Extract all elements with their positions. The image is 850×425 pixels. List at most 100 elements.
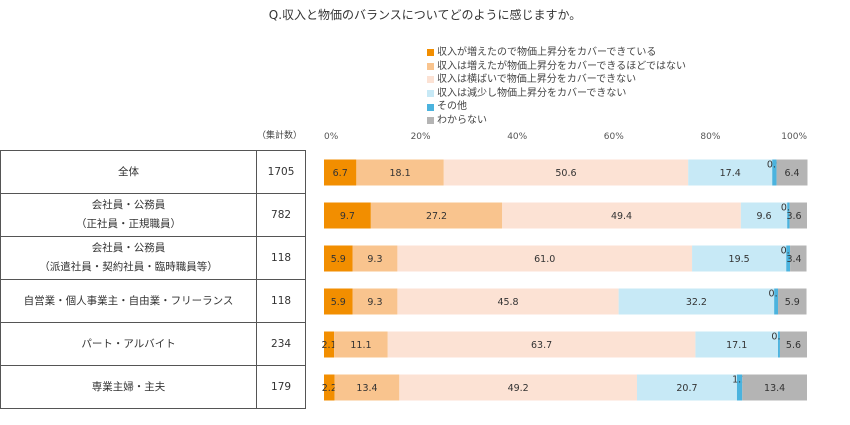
- bar-segment: [502, 202, 741, 229]
- row-label-line: パート・アルバイト: [81, 337, 176, 350]
- data-label: 2.2: [322, 383, 337, 394]
- data-label: 3.6: [786, 211, 801, 222]
- data-label: 20.7: [676, 383, 697, 394]
- bar-segment: [740, 202, 788, 229]
- data-label: 3.4: [786, 254, 801, 265]
- data-label: 9.6: [756, 211, 771, 222]
- data-label: 49.2: [508, 383, 529, 394]
- bar-segment: [778, 288, 807, 315]
- x-tick-label: 100%: [781, 132, 807, 142]
- legend-label: 収入は増えたが物価上昇分をカバーできるほどではない: [437, 60, 686, 72]
- chart-title: Q.収入と物価のバランスについてどのように感じますか。: [268, 8, 582, 22]
- bar-segment: [334, 374, 400, 401]
- data-label: 61.0: [534, 254, 555, 265]
- bar-segment: [688, 159, 773, 186]
- row-sample-size: 118: [256, 236, 306, 280]
- legend-item: わからない: [427, 114, 686, 128]
- bar-segment: [787, 202, 790, 229]
- data-label: 5.9: [331, 254, 346, 265]
- legend-label: 収入が増えたので物価上昇分をカバーできている: [437, 47, 657, 58]
- bar-segment: [397, 288, 619, 315]
- row-label: 会社員・公務員 （正社員・正規職員）: [0, 193, 258, 237]
- data-label: 17.1: [726, 340, 747, 351]
- data-label: 19.5: [729, 254, 750, 265]
- table-row: 会社員・公務員 （派遣社員・契約社員・臨時職員等） 118: [0, 236, 306, 280]
- bar-segment: [772, 159, 777, 186]
- data-label: 45.8: [497, 297, 518, 308]
- bar-segment: [786, 245, 791, 272]
- data-label: 63.7: [531, 340, 552, 351]
- legend: 収入が増えたので物価上昇分をカバーできている収入は増えたが物価上昇分をカバーでき…: [427, 46, 686, 128]
- bar-segment: [443, 159, 689, 186]
- legend-label: その他: [437, 101, 467, 113]
- x-tick-label: 0%: [324, 132, 339, 142]
- data-label: 5.6: [786, 340, 801, 351]
- x-tick-label: 60%: [604, 132, 624, 142]
- legend-item: 収入は減少し物価上昇分をカバーできない: [427, 87, 686, 101]
- bar-segment: [779, 331, 807, 358]
- legend-swatch: [427, 103, 434, 111]
- data-label: 0.9: [767, 160, 782, 171]
- data-label: 2.1: [322, 340, 337, 351]
- bar-segment: [387, 331, 696, 358]
- row-label: 全体: [0, 150, 258, 194]
- category-table: 全体 1705 会社員・公務員 （正社員・正規職員） 782 会社員・公務員 （派遣社員・契…: [0, 150, 306, 409]
- legend-item: 収入は増えたが物価上昇分をカバーできるほどではない: [427, 60, 686, 74]
- data-label: 9.3: [367, 254, 382, 265]
- data-label: 5.9: [785, 297, 800, 308]
- bar-segment: [324, 245, 353, 272]
- row-sample-size: 179: [256, 365, 306, 409]
- table-row: 自営業・個人事業主・自由業・フリーランス 118: [0, 279, 306, 323]
- data-label: 13.4: [356, 383, 377, 394]
- bar-segment: [324, 331, 335, 358]
- data-label: 32.2: [686, 297, 707, 308]
- data-label: 11.1: [350, 340, 371, 351]
- data-label: 5.9: [331, 297, 346, 308]
- x-tick-label: 40%: [507, 132, 527, 142]
- bar-segment: [399, 374, 637, 401]
- data-label: 0.8: [769, 289, 784, 300]
- legend-swatch: [427, 49, 434, 57]
- data-label: 13.4: [764, 383, 785, 394]
- data-label: 6.4: [784, 168, 799, 179]
- data-label: 0.4: [771, 332, 786, 343]
- data-label: 0.8: [781, 246, 796, 257]
- bar-segment: [789, 202, 807, 229]
- row-label: 自営業・個人事業主・自由業・フリーランス: [0, 279, 258, 323]
- bar-segment: [324, 202, 371, 229]
- bar-segment: [692, 245, 787, 272]
- legend-label: わからない: [437, 114, 487, 126]
- bar-segment: [370, 202, 503, 229]
- row-label: 会社員・公務員 （派遣社員・契約社員・臨時職員等）: [0, 236, 258, 280]
- bar-segment: [742, 374, 807, 401]
- bar-segment: [352, 245, 398, 272]
- row-sample-size: 782: [256, 193, 306, 237]
- legend-swatch: [427, 90, 434, 98]
- bar-segment: [695, 331, 779, 358]
- legend-item: 収入が増えたので物価上昇分をカバーできている: [427, 46, 686, 60]
- row-label-line: 自営業・個人事業主・自由業・フリーランス: [23, 294, 234, 307]
- bar-segment: [324, 374, 335, 401]
- sample-size-header: （集計数）: [257, 131, 303, 141]
- table-row: 専業主婦・主夫 179: [0, 365, 306, 409]
- data-label: 6.7: [333, 168, 348, 179]
- bar-segment: [778, 331, 780, 358]
- bar-segment: [618, 288, 775, 315]
- bar-segment: [324, 288, 353, 315]
- bar-segment: [774, 288, 779, 315]
- data-label: 0.5: [781, 203, 796, 214]
- legend-label: 収入は横ばいで物価上昇分をカバーできない: [437, 74, 637, 86]
- bar-segment: [736, 374, 743, 401]
- bar-segment: [790, 245, 807, 272]
- bar-segment: [324, 159, 357, 186]
- row-label-line: 全体: [118, 165, 140, 178]
- bar-segment: [356, 159, 444, 186]
- table-row: パート・アルバイト 234: [0, 322, 306, 366]
- bar-segment: [397, 245, 693, 272]
- table-row: 全体 1705: [0, 150, 306, 194]
- legend-swatch: [427, 76, 434, 84]
- legend-label: 収入は減少し物価上昇分をカバーできない: [437, 87, 627, 99]
- row-label: 専業主婦・主夫: [0, 365, 258, 409]
- legend-item: 収入は横ばいで物価上昇分をカバーできない: [427, 73, 686, 87]
